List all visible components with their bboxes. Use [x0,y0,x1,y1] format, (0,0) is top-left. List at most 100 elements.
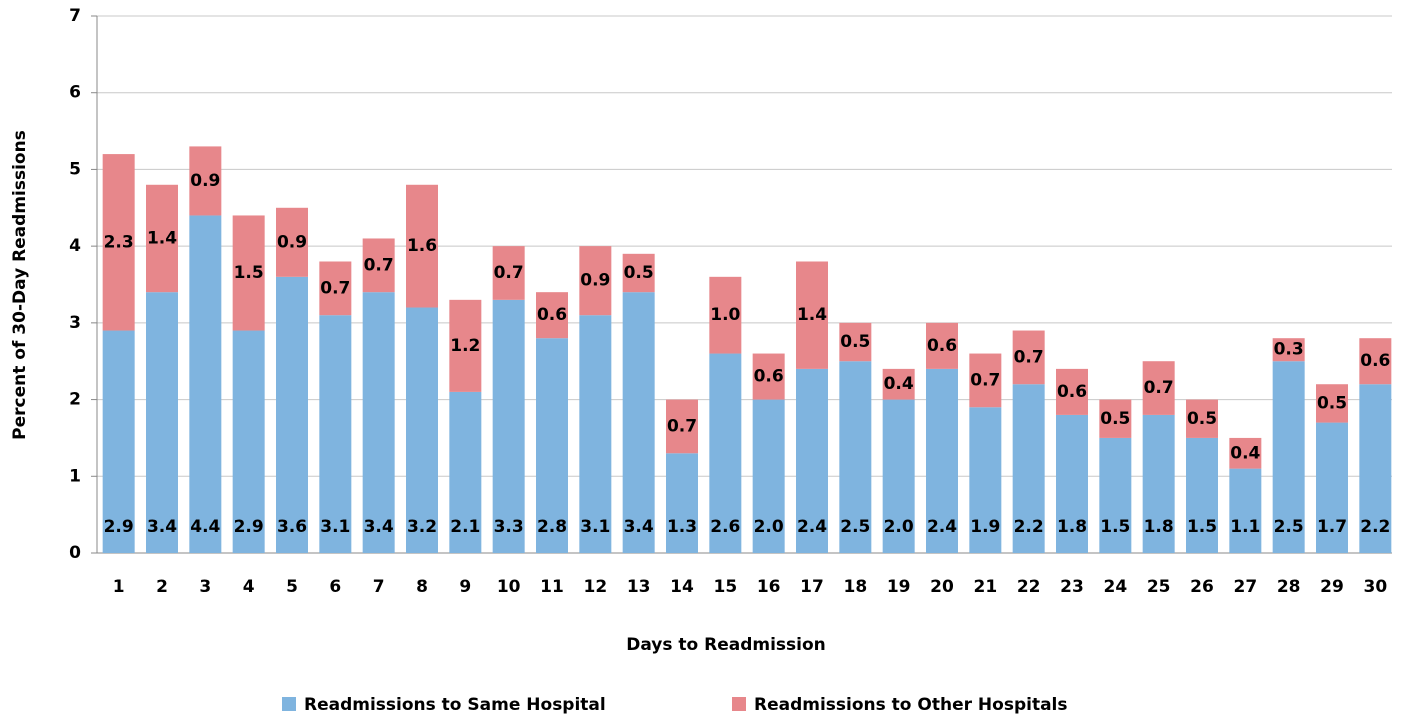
data-label: 1.7 [1317,517,1347,537]
data-label: 0.6 [927,336,957,356]
data-label: 1.8 [1144,517,1174,537]
y-tick-label: 2 [69,390,81,410]
bar-segment [752,353,785,400]
bar-segment [1056,414,1088,553]
data-label: 0.7 [1014,347,1044,367]
data-label: 1.9 [970,517,1000,537]
legend-label: Readmissions to Same Hospital [304,695,606,715]
data-label: 0.4 [1230,443,1260,463]
data-label: 0.3 [1274,340,1304,360]
x-tick-label: 12 [583,577,607,597]
bar-segment [1012,330,1045,385]
bar-segment [102,330,135,553]
bar-segment [622,253,655,293]
y-tick-label: 1 [69,466,81,486]
data-label: 2.9 [104,517,134,537]
x-tick-label: 23 [1060,577,1084,597]
x-tick-label: 25 [1147,577,1171,597]
data-label: 3.6 [277,517,307,537]
bar-segment [146,184,178,293]
bar-segment [1142,361,1175,415]
bar-segment [1099,437,1132,553]
bar-segment [276,207,308,277]
bar-segment [796,368,828,553]
data-label: 1.6 [407,236,437,256]
data-label: 2.4 [927,517,957,537]
data-label: 2.6 [710,517,740,537]
x-tick-label: 29 [1320,577,1344,597]
data-label: 2.2 [1360,517,1390,537]
bar-segment [232,330,265,553]
x-tick-label: 9 [459,577,471,597]
bar-segment [666,453,698,553]
data-label: 1.2 [450,336,480,356]
data-label: 2.3 [104,232,134,252]
data-label: 2.5 [840,517,870,537]
x-tick-label: 14 [670,577,694,597]
bar-segment [1186,437,1218,553]
data-label: 0.5 [624,263,654,283]
data-label: 0.6 [537,305,567,325]
x-tick-label: 11 [540,577,564,597]
data-label: 0.9 [580,271,610,291]
data-label: 0.4 [884,374,914,394]
data-label: 2.1 [450,517,480,537]
y-tick-label: 5 [69,159,81,179]
data-label: 0.5 [1187,409,1217,429]
data-label: 1.4 [797,305,827,325]
legend-swatch [282,697,296,711]
x-tick-label: 2 [156,577,168,597]
bar-segment [1359,384,1392,553]
data-label: 2.2 [1014,517,1044,537]
data-label: 0.6 [1057,382,1087,402]
bar-segment [1186,399,1218,438]
data-label: 1.5 [1187,517,1217,537]
bar-segment [536,338,568,553]
data-label: 0.7 [1144,378,1174,398]
bar-segment [969,407,1002,553]
bar-segment [839,322,872,362]
x-tick-label: 16 [757,577,781,597]
data-label: 1.1 [1230,517,1260,537]
data-label: 1.5 [1100,517,1130,537]
y-tick-label: 4 [69,236,81,256]
bar-segment [406,184,438,308]
bar-segment [1272,338,1305,362]
bar-segment [796,261,828,369]
x-tick-label: 1 [113,577,125,597]
bar-segment [926,322,958,369]
bar-segment [1359,338,1392,385]
x-tick-label: 15 [713,577,737,597]
bar-segment [536,292,568,339]
y-axis-title: Percent of 30-Day Readmissions [10,130,30,440]
data-label: 2.0 [754,517,784,537]
x-tick-label: 17 [800,577,824,597]
data-label: 0.5 [1100,409,1130,429]
y-tick-label: 6 [69,83,81,103]
data-label: 1.5 [234,263,264,283]
y-tick-label: 7 [69,6,81,26]
data-label: 2.9 [234,517,264,537]
bar-segment [666,399,698,454]
data-label: 0.7 [970,370,1000,390]
bar-segment [189,146,222,216]
data-label: 3.1 [320,517,350,537]
bar-segment [319,315,352,553]
x-tick-label: 6 [329,577,341,597]
x-tick-label: 13 [627,577,651,597]
x-tick-label: 28 [1277,577,1301,597]
bar-segment [926,368,958,553]
bar-segment [1142,414,1175,553]
bar-segment [449,299,482,392]
data-label: 0.9 [277,232,307,252]
data-label: 3.1 [580,517,610,537]
y-tick-label: 0 [69,543,81,563]
bar-segment [752,399,785,553]
x-tick-label: 21 [973,577,997,597]
x-axis-title: Days to Readmission [626,635,826,655]
bar-segment [1229,468,1262,553]
data-label: 0.6 [1360,351,1390,371]
data-label: 0.7 [364,255,394,275]
bar-segment [102,154,135,331]
